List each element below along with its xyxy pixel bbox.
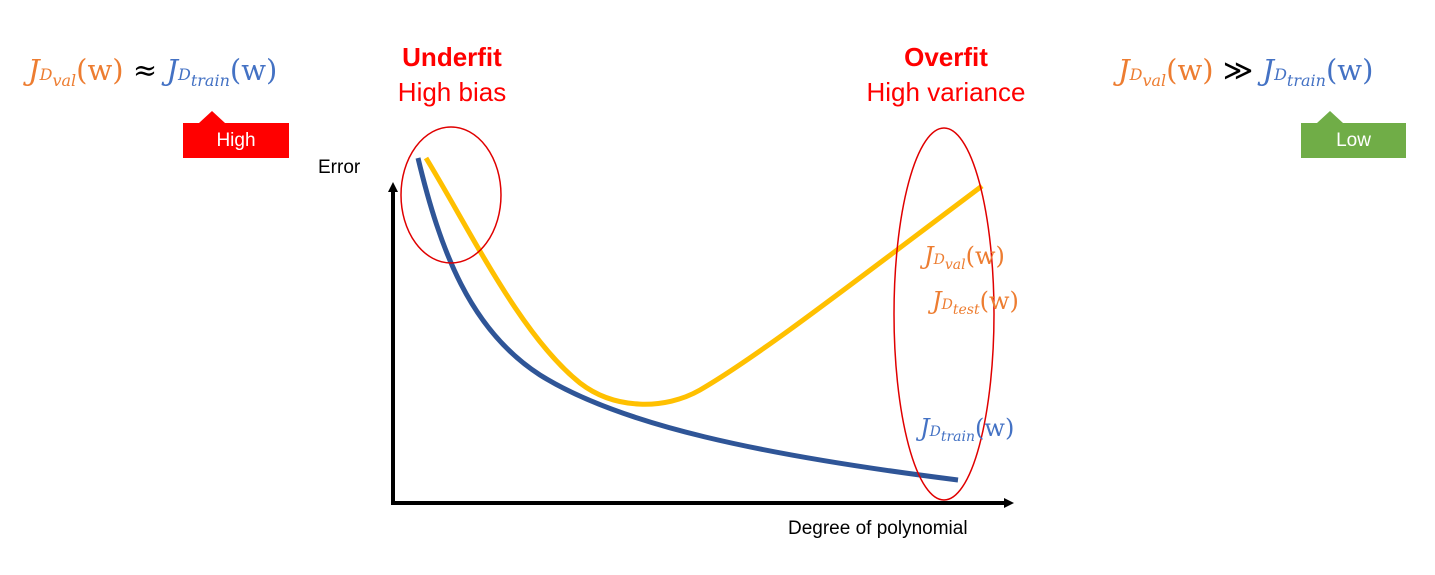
low-tag-arrow [1317,111,1343,123]
validation-error-curve [423,156,984,407]
overfit-label: Overfit High variance [846,42,1046,108]
left-equation: JDval(w) ≈ JDtrain(w) [28,53,278,90]
underfit-subtitle: High bias [397,77,507,107]
high-tag-label: High [216,130,256,151]
underfit-title: Underfit [402,42,502,72]
val-curve-label: JDval(w) [924,242,1005,273]
underfit-label: Underfit High bias [382,42,522,108]
x-axis-label: Degree of polynomial [788,518,968,539]
high-tag: High [183,123,289,158]
jtrain-symbol: JDtrain(w) [1262,53,1374,90]
approx-operator: ≈ [132,53,158,87]
jval-symbol: JDval(w) [28,53,124,90]
high-tag-arrow [199,111,225,123]
overfit-ellipse [893,127,995,501]
underfit-ellipse [400,126,502,264]
jval-symbol: JDval(w) [1118,53,1214,90]
overfit-title: Overfit [904,42,988,72]
low-tag: Low [1301,123,1406,158]
low-tag-label: Low [1336,130,1371,151]
jtrain-symbol: JDtrain(w) [166,53,278,90]
y-axis-label: Error [318,157,361,178]
right-equation: JDval(w) ≫ JDtrain(w) [1118,53,1374,90]
training-error-curve [415,157,959,483]
test-curve-label: JDtest(w) [932,287,1019,318]
overfit-subtitle: High variance [866,77,1026,107]
much-greater-operator: ≫ [1222,53,1254,87]
train-curve-label: JDtrain(w) [920,414,1015,445]
